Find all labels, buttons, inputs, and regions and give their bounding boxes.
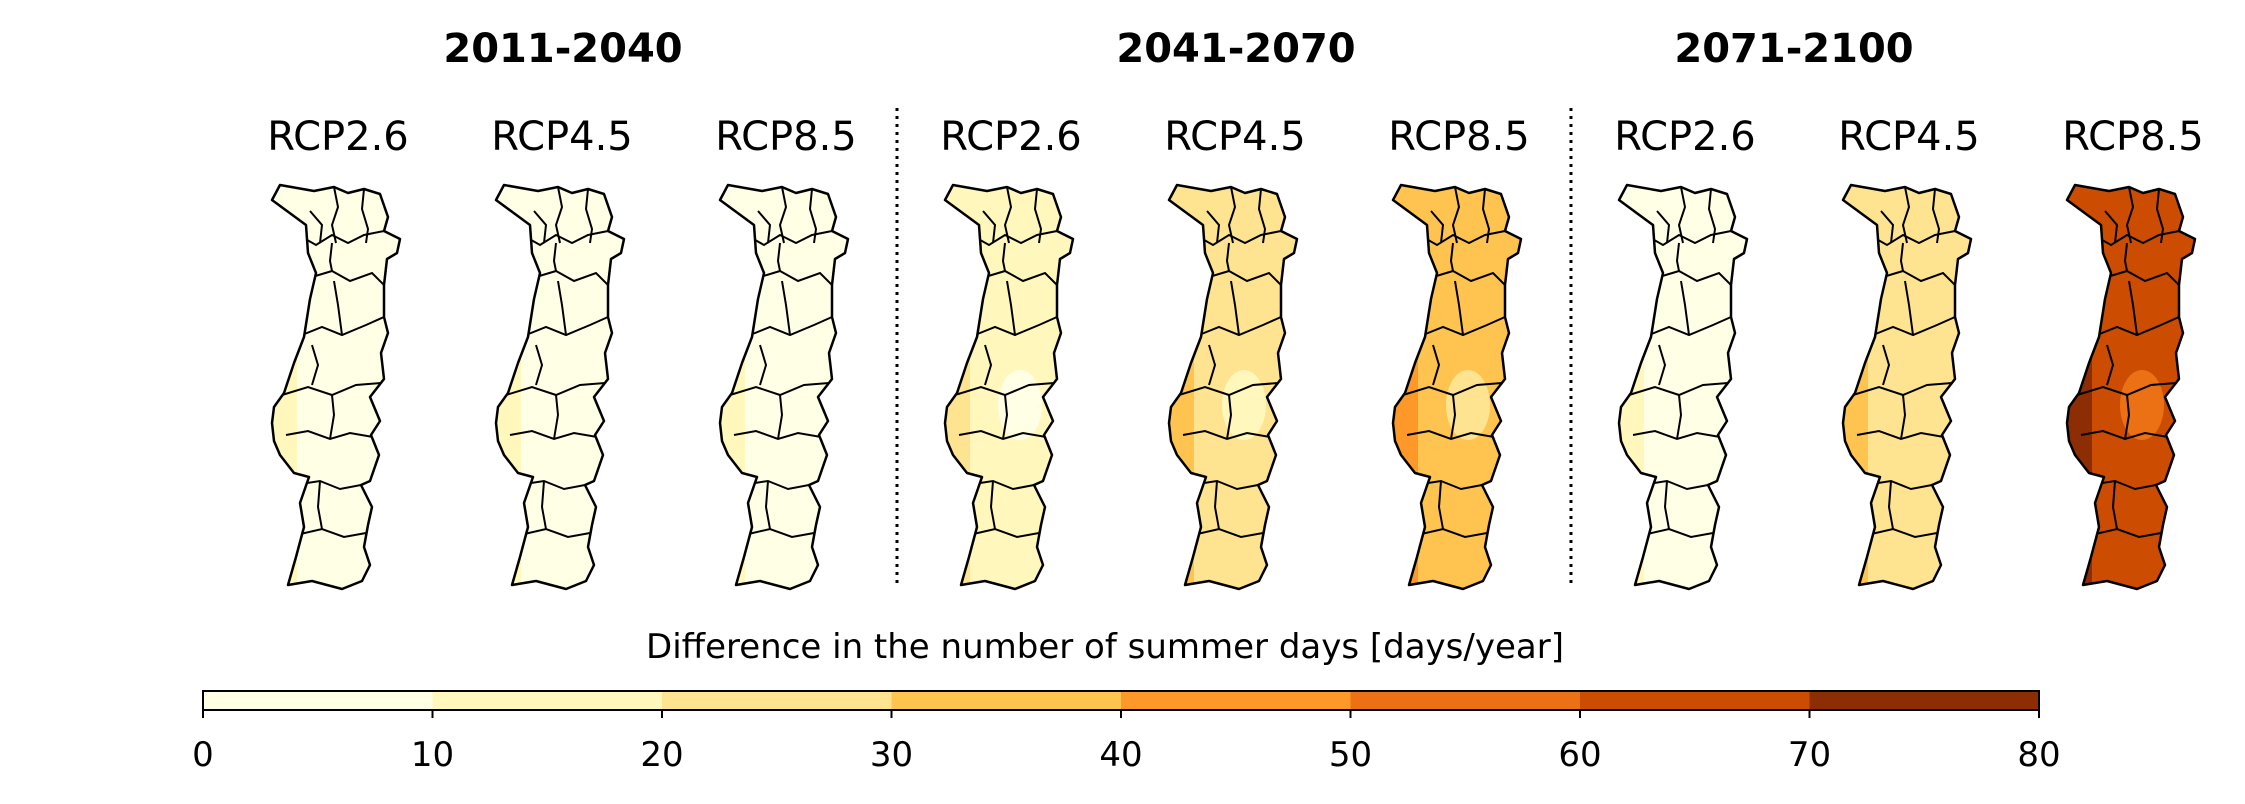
colorbar-segment	[891, 691, 1121, 710]
colorbar-segment	[203, 691, 433, 710]
map-outline	[1391, 183, 1523, 591]
map-outline	[270, 183, 402, 591]
map-outline	[943, 183, 1075, 591]
colorbar-segment	[1121, 691, 1351, 710]
map-outline	[494, 183, 626, 591]
map-panel: RCP2.6	[267, 114, 409, 591]
map-outline	[1617, 183, 1749, 591]
map-panel: RCP4.5	[1838, 114, 1980, 591]
map-fill-interior	[549, 370, 593, 440]
scenario-label: RCP4.5	[491, 114, 632, 160]
scenario-label: RCP2.6	[1614, 114, 1755, 160]
colorbar-tick-label: 30	[870, 735, 913, 775]
map-outline	[1167, 183, 1299, 591]
colorbar-tick-label: 40	[1099, 735, 1142, 775]
scenario-label: RCP2.6	[940, 114, 1081, 160]
colorbar-tick-label: 70	[1788, 735, 1831, 775]
period-title: 2011-2040	[443, 26, 682, 72]
map-panel: RCP4.5	[491, 114, 633, 591]
colorbar-tick-label: 80	[2017, 735, 2060, 775]
map-fill-interior	[1672, 370, 1716, 440]
colorbar-label: Difference in the number of summer days …	[646, 627, 1564, 667]
colorbar-segment	[1580, 691, 1810, 710]
colorbar-segment	[1350, 691, 1580, 710]
map-panel: RCP8.5	[715, 114, 857, 591]
map-panel: RCP8.5	[2062, 114, 2204, 591]
map-outline	[1841, 183, 1973, 591]
map-panel: RCP2.6	[1614, 114, 1756, 591]
colorbar-tick-label: 0	[192, 735, 214, 775]
scenario-label: RCP2.6	[267, 114, 408, 160]
colorbar-tick-label: 60	[1558, 735, 1601, 775]
period-title: 2071-2100	[1674, 26, 1913, 72]
period-title: 2041-2070	[1116, 26, 1355, 72]
scenario-label: RCP4.5	[1838, 114, 1979, 160]
map-panel: RCP8.5	[1388, 114, 1530, 591]
map-fill-interior	[1896, 370, 1940, 440]
map-outline	[2065, 183, 2197, 591]
scenario-label: RCP8.5	[1388, 114, 1529, 160]
scenario-label: RCP4.5	[1164, 114, 1305, 160]
map-outline	[718, 183, 850, 591]
map-panel: RCP2.6	[940, 114, 1082, 591]
scenario-label: RCP8.5	[2062, 114, 2203, 160]
map-fill-interior	[2120, 370, 2164, 440]
map-fill-interior	[1446, 370, 1490, 440]
colorbar-segment	[432, 691, 662, 710]
map-fill-interior	[325, 370, 369, 440]
colorbar-tick-label: 50	[1329, 735, 1372, 775]
colorbar: 0 10 20 30 40 50 60 70 80	[192, 690, 2061, 775]
map-panel: RCP4.5	[1164, 114, 1306, 591]
map-fill-interior	[998, 370, 1042, 440]
scenario-label: RCP8.5	[715, 114, 856, 160]
colorbar-segment	[1809, 691, 2039, 710]
map-fill-interior	[773, 370, 817, 440]
map-fill-interior	[1222, 370, 1266, 440]
colorbar-tick-label: 10	[411, 735, 454, 775]
colorbar-segment	[662, 691, 892, 710]
colorbar-tick-label: 20	[640, 735, 683, 775]
